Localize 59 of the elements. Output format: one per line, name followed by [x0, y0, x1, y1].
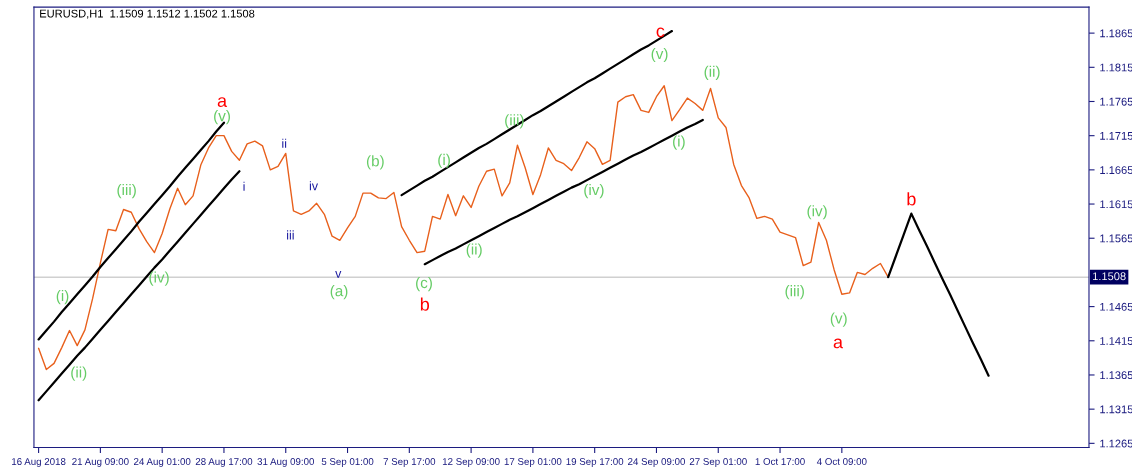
annotation: v	[335, 271, 342, 278]
y-tick-label: 1.1315	[1100, 405, 1132, 414]
x-tick-label: 5 Sep 01:00	[321, 458, 374, 467]
annotation: (iii)	[785, 285, 804, 300]
x-tick-label: 16 Aug 2018	[12, 458, 66, 467]
annotation: iv	[309, 181, 319, 191]
chart-title: EURUSD,H1 1.1509 1.1512 1.1502 1.1508	[40, 9, 255, 19]
y-tick-label: 1.1765	[1100, 97, 1132, 106]
y-tick-label: 1.1565	[1100, 234, 1132, 243]
annotation: (c)	[416, 276, 432, 292]
x-tick-label: 24 Sep 09:00	[628, 458, 686, 467]
annotation: (i)	[438, 153, 450, 169]
x-tick-label: 24 Aug 01:00	[134, 458, 191, 467]
annotation: (iv)	[149, 271, 169, 286]
y-tick-label: 1.1265	[1100, 439, 1132, 448]
annotation: (ii)	[466, 243, 482, 258]
annotation: ii	[282, 138, 287, 148]
annotation: (a)	[330, 285, 348, 300]
y-tick-label: 1.1415	[1100, 337, 1132, 345]
y-tick-label: 1.1365	[1100, 371, 1132, 380]
annotation: (iii)	[505, 114, 524, 129]
x-tick-label: 12 Sep 09:00	[442, 458, 500, 467]
annotation: b	[420, 297, 430, 311]
y-tick-label: 1.1615	[1100, 200, 1132, 209]
x-tick-label: 19 Sep 17:00	[566, 458, 624, 467]
annotation: (i)	[673, 135, 685, 150]
y-tick-label: 1.1465	[1100, 302, 1132, 311]
x-tick-label: 21 Aug 09:00	[72, 458, 129, 467]
annotation: (iv)	[584, 183, 604, 199]
annotation: a	[217, 97, 228, 108]
y-tick-label: 1.1715	[1100, 132, 1132, 140]
annotation: (v)	[651, 47, 668, 63]
annotation: (b)	[366, 155, 384, 170]
annotation: i	[243, 181, 245, 191]
line-series	[887, 212, 990, 377]
annotation: (ii)	[704, 65, 720, 80]
y-tick-label: 1.1665	[1100, 166, 1132, 174]
x-tick-label: 1 Oct 17:00	[755, 458, 805, 465]
annotation: (iv)	[807, 205, 827, 220]
annotation: c	[656, 27, 665, 38]
line-series	[400, 29, 674, 197]
x-tick-label: 4 Oct 09:00	[816, 458, 867, 465]
x-tick-label: 31 Aug 09:00	[257, 458, 315, 467]
annotation: iii	[287, 230, 294, 240]
annotation: a	[833, 338, 843, 349]
ref-line-label: 1.1508	[1093, 272, 1126, 281]
y-tick-label: 1.1865	[1100, 29, 1132, 38]
annotation: (v)	[214, 110, 230, 125]
annotation: (v)	[830, 312, 847, 327]
x-tick-label: 7 Sep 17:00	[383, 458, 436, 467]
annotation: (iii)	[117, 183, 136, 199]
y-tick-label: 1.1815	[1100, 63, 1132, 72]
annotation: (i)	[56, 289, 69, 305]
x-tick-label: 27 Sep 01:00	[689, 458, 747, 467]
line-series	[37, 170, 241, 402]
x-tick-label: 28 Aug 17:00	[195, 458, 253, 467]
annotation: b	[907, 192, 916, 206]
annotation: (ii)	[71, 366, 87, 381]
x-tick-label: 17 Sep 01:00	[504, 458, 562, 467]
